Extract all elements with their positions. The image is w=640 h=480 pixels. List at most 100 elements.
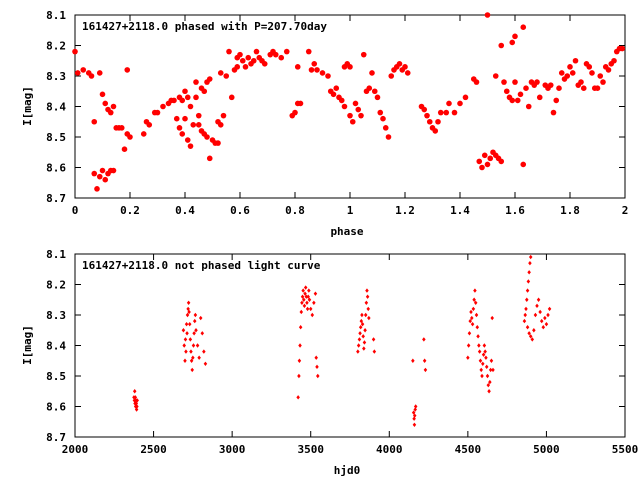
data-point	[457, 100, 463, 107]
data-point	[298, 343, 302, 348]
data-point	[482, 343, 487, 348]
data-point	[473, 300, 478, 305]
data-point	[492, 73, 499, 79]
y-tick-label: 8.7	[46, 431, 66, 444]
data-point	[412, 413, 417, 418]
data-point	[121, 146, 128, 152]
data-point	[300, 300, 304, 305]
data-point	[483, 349, 487, 354]
data-point	[72, 48, 78, 55]
data-point	[312, 300, 316, 305]
data-point	[533, 312, 538, 318]
data-point	[365, 288, 369, 293]
data-point	[412, 422, 417, 427]
data-point	[110, 167, 117, 174]
data-point	[536, 94, 543, 101]
data-point	[466, 355, 470, 360]
x-tick-label: 0.2	[120, 204, 140, 217]
phased-light-curve-panel: 161427+2118.0 phased with P=207.70day ph…	[21, 9, 628, 238]
data-point	[352, 100, 359, 107]
data-point	[396, 61, 403, 67]
data-point	[181, 328, 186, 333]
data-point	[206, 76, 213, 82]
data-point	[189, 358, 194, 363]
x-tick-label: 1	[347, 204, 354, 217]
data-point	[303, 291, 307, 296]
data-point	[223, 73, 230, 79]
data-point	[154, 109, 161, 116]
x-tick-label: 2	[622, 204, 629, 217]
data-point	[306, 294, 310, 299]
data-point	[298, 325, 303, 330]
data-point	[481, 352, 486, 357]
x-tick-label: 1.8	[560, 204, 580, 217]
data-point	[173, 115, 180, 122]
data-point	[187, 103, 194, 110]
data-point	[377, 109, 384, 116]
data-point	[301, 288, 305, 293]
x-tick-label: 5000	[533, 443, 560, 456]
data-point	[404, 70, 411, 76]
data-point	[204, 134, 210, 140]
data-point	[402, 64, 408, 70]
x-tick-label: 2500	[140, 443, 167, 456]
data-point	[520, 161, 527, 168]
data-point	[200, 331, 205, 336]
data-point	[501, 79, 507, 85]
data-point	[484, 161, 491, 168]
data-point	[558, 70, 565, 76]
data-point	[303, 285, 308, 290]
x-tick-label: 4500	[455, 443, 482, 456]
data-point	[479, 164, 485, 171]
data-point	[490, 315, 494, 321]
data-point	[127, 134, 133, 140]
data-point	[435, 118, 441, 125]
data-point	[297, 100, 304, 107]
x-tick-label: 0.4	[175, 204, 195, 217]
data-point	[466, 343, 471, 348]
data-point	[470, 321, 475, 327]
data-point	[534, 79, 540, 85]
data-point	[160, 103, 166, 110]
data-point	[185, 312, 190, 318]
data-point	[74, 70, 81, 76]
data-point	[509, 39, 516, 46]
data-point	[194, 328, 198, 333]
data-point	[481, 152, 488, 159]
data-point	[134, 407, 139, 412]
data-point	[187, 143, 194, 149]
data-point	[498, 158, 505, 165]
data-point	[179, 131, 186, 137]
data-point	[307, 297, 312, 302]
data-point	[382, 125, 389, 131]
x-tick-label: 5500	[612, 443, 639, 456]
data-point	[308, 67, 315, 73]
data-point	[91, 170, 98, 177]
data-point	[550, 109, 557, 116]
x-tick-label: 0	[72, 204, 79, 217]
data-point	[146, 122, 153, 128]
data-point	[437, 109, 444, 116]
data-point	[528, 334, 533, 339]
data-point	[509, 97, 516, 104]
x-tick-label: 0.8	[285, 204, 305, 217]
data-point	[578, 79, 584, 85]
data-point	[96, 173, 103, 180]
data-point	[556, 85, 562, 91]
data-point	[253, 48, 260, 55]
data-point	[358, 112, 364, 119]
x-tick-label: 1.4	[450, 204, 470, 217]
data-point	[187, 309, 191, 315]
data-point	[498, 42, 505, 49]
chart-title: 161427+2118.0 not phased light curve	[82, 259, 321, 272]
data-point	[245, 54, 252, 61]
data-point	[226, 48, 232, 55]
data-point	[176, 125, 183, 131]
x-tick-label: 3000	[219, 443, 246, 456]
data-point	[356, 343, 361, 348]
data-point	[297, 373, 301, 379]
data-point	[88, 73, 95, 79]
y-axis-label: I[mag]	[21, 86, 34, 126]
data-point	[520, 24, 527, 31]
